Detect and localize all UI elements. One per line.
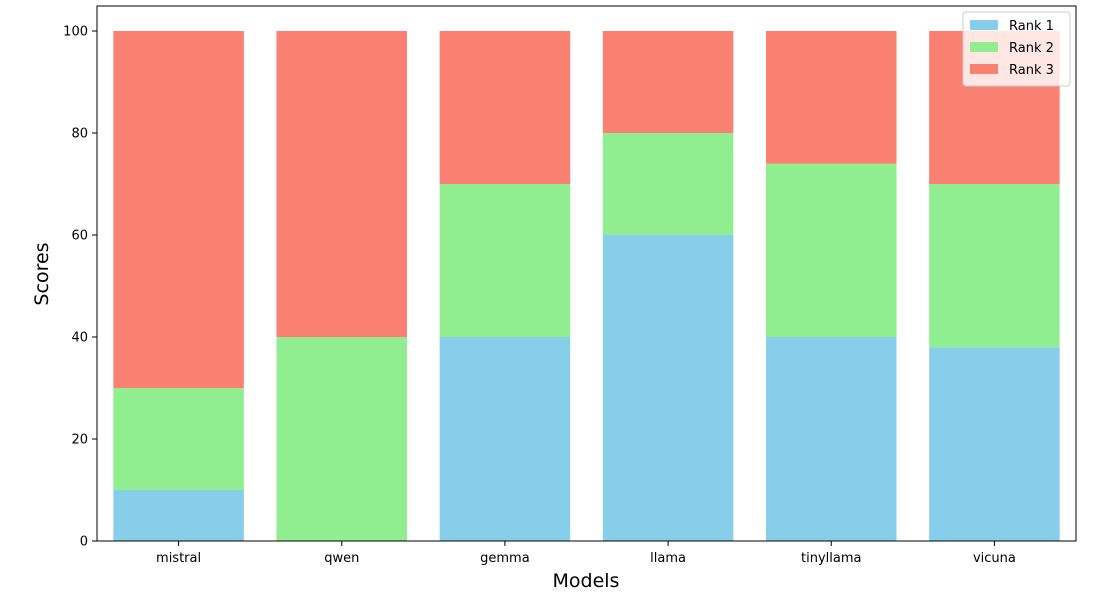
- bar-vicuna-rank-1: [929, 347, 1060, 541]
- bar-gemma-rank-1: [439, 337, 571, 541]
- bar-tinyllama-rank-1: [765, 337, 897, 541]
- bar-tinyllama-rank-2: [765, 163, 897, 337]
- legend-label-rank-3: Rank 3: [1009, 63, 1054, 78]
- axes-frame: [96, 5, 1077, 542]
- bar-mistral-rank-1: [113, 490, 244, 541]
- legend: Rank 1 Rank 2 Rank 3: [962, 11, 1071, 87]
- x-axis-title: Models: [553, 570, 620, 592]
- bar-gemma-rank-3: [439, 31, 571, 184]
- bar-llama-rank-2: [602, 133, 734, 235]
- bar-tinyllama-rank-3: [765, 31, 897, 164]
- bar-vicuna-rank-2: [929, 184, 1060, 348]
- bar-llama-rank-3: [602, 31, 734, 133]
- legend-label-rank-2: Rank 2: [1009, 41, 1054, 56]
- bar-llama-rank-1: [602, 235, 734, 541]
- legend-swatch-rank-2: [970, 42, 998, 52]
- bar-mistral-rank-2: [113, 388, 244, 490]
- y-tick-label: 40: [71, 331, 88, 346]
- y-axis-title: Scores: [31, 242, 53, 305]
- y-axis-ticks: 0 20 40 60 80 100: [63, 25, 97, 550]
- legend-swatch-rank-1: [970, 20, 998, 30]
- x-tick-label-qwen: qwen: [324, 551, 359, 566]
- x-tick-label-vicuna: vicuna: [973, 551, 1016, 566]
- x-tick-label-llama: llama: [650, 551, 686, 566]
- legend-swatch-rank-3: [970, 64, 998, 74]
- bar-qwen-rank-3: [276, 31, 408, 337]
- bar-gemma-rank-2: [439, 184, 571, 337]
- y-tick-label: 60: [71, 229, 88, 244]
- x-tick-label-gemma: gemma: [480, 551, 530, 566]
- y-tick-label: 20: [71, 433, 88, 448]
- y-tick-label: 0: [80, 535, 88, 550]
- x-tick-label-tinyllama: tinyllama: [801, 551, 861, 566]
- x-axis-ticks: mistral qwen gemma llama tinyllama vicuna: [156, 541, 1016, 566]
- legend-label-rank-1: Rank 1: [1009, 19, 1054, 34]
- y-tick-label: 100: [63, 25, 88, 40]
- x-tick-label-mistral: mistral: [156, 551, 201, 566]
- bar-qwen-rank-2: [276, 337, 408, 541]
- y-tick-label: 80: [71, 127, 88, 142]
- bars-group: [113, 31, 1060, 541]
- bar-mistral-rank-3: [113, 31, 244, 388]
